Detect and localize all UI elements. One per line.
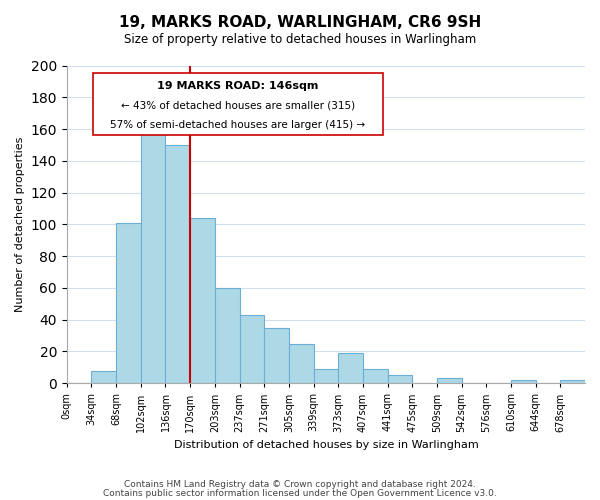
Bar (215, 288, 239, 384)
Bar (190, 218, 215, 384)
Text: 19, MARKS ROAD, WARLINGHAM, CR6 9SH: 19, MARKS ROAD, WARLINGHAM, CR6 9SH (119, 15, 481, 30)
Bar (388, 376, 412, 384)
Bar (314, 369, 338, 384)
Bar (338, 353, 363, 384)
Text: Contains public sector information licensed under the Open Government Licence v3: Contains public sector information licen… (103, 488, 497, 498)
Text: Size of property relative to detached houses in Warlingham: Size of property relative to detached ho… (124, 32, 476, 46)
Bar (560, 380, 585, 384)
Bar (289, 344, 314, 384)
X-axis label: Distribution of detached houses by size in Warlingham: Distribution of detached houses by size … (173, 440, 478, 450)
Y-axis label: Number of detached properties: Number of detached properties (15, 136, 25, 312)
Bar (116, 223, 141, 384)
Text: ← 43% of detached houses are smaller (315): ← 43% of detached houses are smaller (31… (121, 100, 355, 110)
Text: 57% of semi-detached houses are larger (415) →: 57% of semi-detached houses are larger (… (110, 120, 365, 130)
Text: Contains HM Land Registry data © Crown copyright and database right 2024.: Contains HM Land Registry data © Crown c… (124, 480, 476, 489)
Bar (141, 124, 166, 384)
Bar (363, 369, 388, 384)
Bar (239, 315, 264, 384)
FancyBboxPatch shape (92, 74, 383, 136)
Bar (437, 378, 461, 384)
Bar (511, 380, 536, 384)
Bar (91, 370, 116, 384)
Bar (166, 145, 190, 384)
Bar (264, 328, 289, 384)
Text: 19 MARKS ROAD: 146sqm: 19 MARKS ROAD: 146sqm (157, 82, 319, 92)
